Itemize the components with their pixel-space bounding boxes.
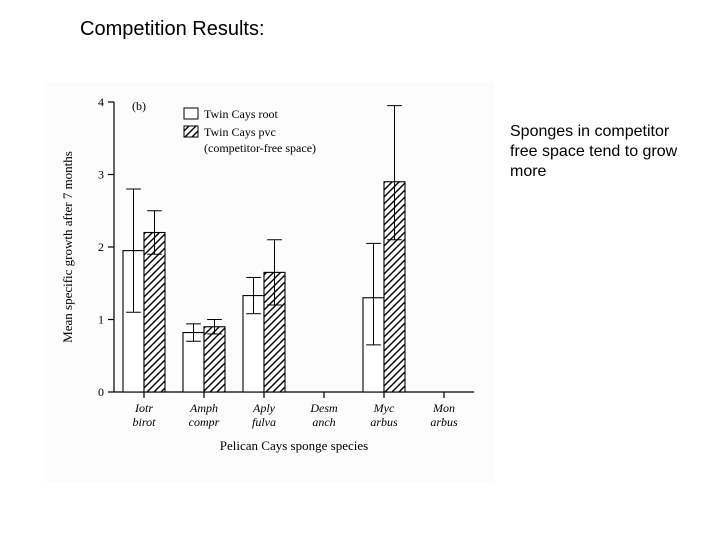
svg-text:Desm: Desm [309,401,338,415]
svg-text:fulva: fulva [252,415,276,429]
svg-text:Twin Cays root: Twin Cays root [204,107,278,121]
svg-text:4: 4 [98,95,104,109]
svg-text:Mean specific growth after 7 m: Mean specific growth after 7 months [60,151,75,343]
svg-text:arbus: arbus [430,415,458,429]
svg-text:arbus: arbus [370,415,398,429]
svg-text:anch: anch [312,415,335,429]
svg-text:Twin Cays pvc: Twin Cays pvc [204,125,276,139]
svg-text:2: 2 [98,240,104,254]
svg-text:3: 3 [98,168,104,182]
svg-text:Aply: Aply [252,401,276,415]
svg-text:(competitor-free space): (competitor-free space) [204,141,316,155]
slide-root: Competition Results: Sponges in competit… [0,0,720,540]
svg-text:birot: birot [133,415,157,429]
svg-text:compr: compr [189,415,220,429]
svg-text:1: 1 [98,313,104,327]
svg-text:0: 0 [98,385,104,399]
svg-text:Iotr: Iotr [134,401,153,415]
svg-text:Pelican Cays sponge species: Pelican Cays sponge species [220,438,368,453]
annotation-text: Sponges in competitor free space tend to… [510,122,690,182]
svg-text:(b): (b) [132,99,146,113]
growth-bar-chart: 0 1 2 3 4 Mean specific growth after 7 months… [44,82,494,482]
svg-text:Mon: Mon [432,401,455,415]
svg-text:Amph: Amph [189,401,218,415]
svg-text:Myc: Myc [373,401,395,415]
slide-title: Competition Results: [80,18,265,41]
